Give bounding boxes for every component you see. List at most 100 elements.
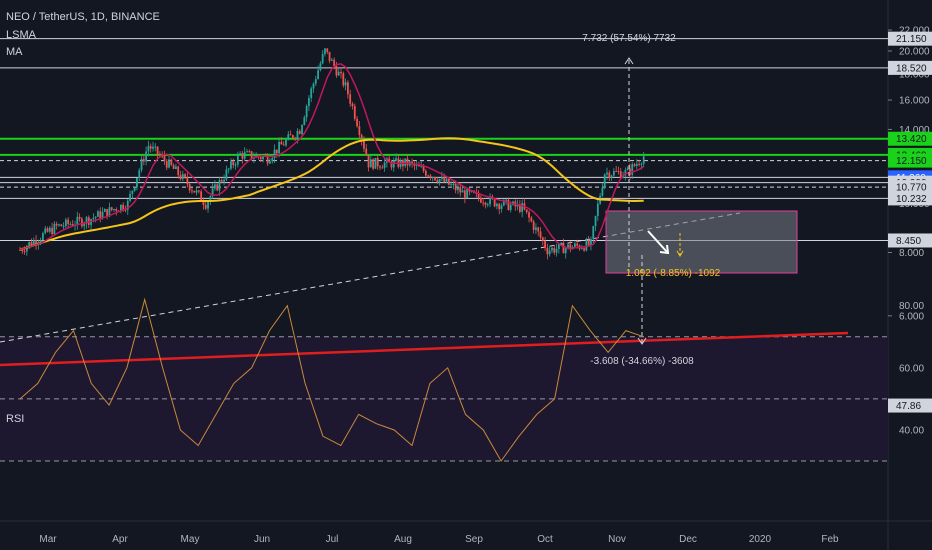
candle-body	[619, 171, 622, 178]
lsma-indicator-label[interactable]: LSMA	[6, 29, 36, 41]
measure-small-arrowhead	[676, 250, 684, 257]
candle-body	[140, 158, 143, 171]
candle-body	[445, 178, 448, 182]
candle-body	[590, 239, 592, 245]
candle-body	[328, 51, 331, 61]
candle-body	[321, 53, 324, 64]
candle-body	[363, 140, 365, 149]
candle-body	[349, 94, 352, 104]
measure-label-up: 7.732 (57.54%) 7732	[582, 33, 676, 44]
candle-body	[580, 248, 583, 250]
candle-body	[353, 106, 356, 119]
candle-body	[220, 180, 223, 182]
candle-body	[535, 227, 537, 230]
symbol-title: NEO / TetherUS, 1D, BINANCE	[6, 11, 160, 23]
candle-body	[381, 167, 384, 169]
candle-body	[97, 211, 99, 217]
candle-body	[25, 246, 28, 252]
candle-body	[94, 216, 97, 218]
candle-body	[422, 166, 425, 171]
candle-body	[431, 177, 434, 179]
candle-body	[78, 216, 81, 219]
candle-body	[308, 98, 310, 107]
candle-body	[110, 207, 113, 210]
candle-body	[441, 176, 443, 180]
candle-body	[486, 204, 489, 206]
y-axis-tick-label: 14.000	[899, 125, 930, 136]
candle-body	[44, 228, 47, 234]
candle-body	[369, 159, 372, 168]
candle-body	[500, 205, 503, 209]
x-axis-label-jul: Jul	[326, 534, 339, 545]
rsi-tick-label: 40.00	[899, 425, 924, 436]
candle-body	[420, 166, 423, 168]
x-axis-label-mar: Mar	[39, 534, 57, 545]
candle-body	[367, 155, 370, 168]
candle-body	[507, 199, 510, 211]
candle-body	[241, 153, 244, 159]
candle-body	[48, 227, 51, 232]
candle-body	[209, 196, 212, 202]
candle-body	[418, 164, 420, 167]
candle-body	[149, 146, 152, 149]
candle-body	[587, 239, 590, 245]
candle-body	[450, 184, 452, 186]
candle-body	[642, 156, 645, 164]
candle-body	[379, 166, 381, 168]
price-tag-10-232	[888, 191, 932, 206]
candle-body	[479, 197, 482, 203]
candle-body	[319, 63, 322, 71]
candle-body	[404, 158, 407, 167]
candle-body	[236, 154, 239, 165]
candle-body	[243, 152, 246, 159]
candle-body	[188, 184, 191, 191]
candle-body	[296, 130, 299, 139]
candle-body	[544, 240, 546, 248]
rsi-indicator-label[interactable]: RSI	[6, 413, 25, 425]
candle-body	[310, 88, 313, 99]
candle-body	[583, 248, 585, 251]
candle-body	[340, 71, 342, 74]
candle-body	[541, 237, 544, 241]
candle-body	[285, 139, 287, 146]
candle-body	[346, 82, 349, 95]
projection-box	[605, 210, 798, 274]
measure-label-small: 1.092 (-8.85%) -1092	[626, 268, 721, 279]
candle-body	[239, 153, 242, 155]
price-tag-label: 13.420	[896, 134, 927, 145]
y-axis-tick-label: 22.000	[899, 26, 930, 37]
candle-body	[106, 209, 109, 217]
price-tag-18-520	[888, 60, 932, 75]
candle-body	[356, 118, 358, 127]
price-tag-21-150	[888, 31, 932, 46]
candle-body	[35, 240, 37, 245]
candle-body	[115, 209, 118, 212]
rsi-value-tag	[888, 398, 932, 413]
candle-body	[374, 157, 377, 169]
candle-body	[388, 158, 391, 162]
ma-indicator-label[interactable]: MA	[6, 46, 23, 58]
candle-body	[152, 146, 154, 149]
candle-body	[289, 134, 292, 136]
candle-body	[191, 190, 193, 192]
measure-up-arrowhead	[624, 57, 634, 65]
candle-body	[58, 224, 60, 226]
candle-body	[567, 244, 569, 248]
candle-body	[626, 168, 629, 171]
candle-body	[92, 217, 95, 220]
candle-body	[195, 190, 198, 193]
candle-body	[429, 175, 432, 178]
candle-body	[131, 190, 134, 194]
x-axis-label-jun: Jun	[254, 534, 270, 545]
candle-body	[447, 178, 450, 185]
candle-body	[337, 71, 340, 76]
candle-body	[218, 180, 221, 191]
x-axis-label-feb: Feb	[821, 534, 839, 545]
candle-body	[457, 187, 459, 191]
candle-body	[454, 184, 457, 191]
candle-body	[489, 196, 491, 205]
candle-body	[291, 135, 294, 139]
candle-body	[576, 243, 579, 246]
candle-body	[640, 163, 643, 165]
